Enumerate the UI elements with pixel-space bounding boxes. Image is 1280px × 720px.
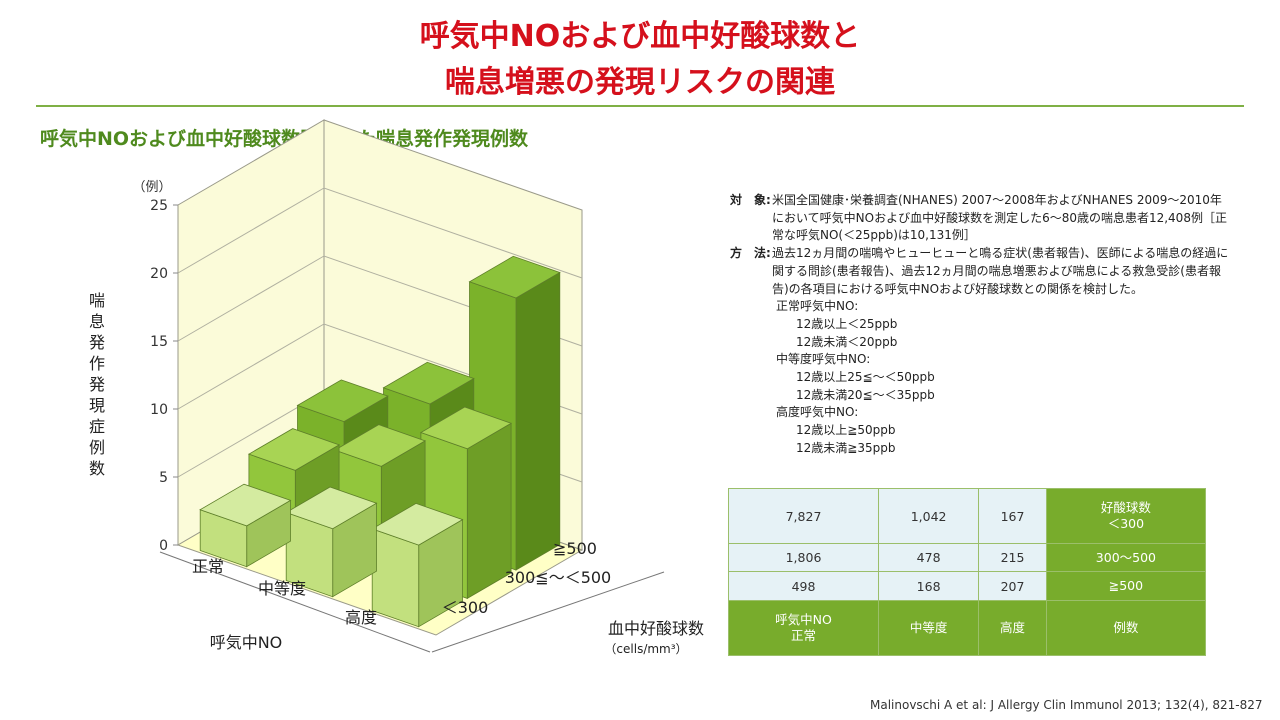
high-no-label: 高度呼気中NO: <box>776 405 859 420</box>
depth-tick-label: 300≦～＜500 <box>505 568 612 587</box>
method-text: 過去12ヵ月間の喘鳴やヒューヒューと鳴る症状(患者報告)、医師による喘息の経過に… <box>772 246 1229 296</box>
x-tick-label: 正常 <box>192 557 224 576</box>
row-header: ≧500 <box>1045 571 1207 601</box>
y-axis-title-char: 発 <box>89 375 105 394</box>
normal-no-item: 12歳未満＜20ppb <box>796 334 898 349</box>
normal-no-label: 正常呼気中NO: <box>776 299 859 314</box>
bar-top <box>468 255 561 299</box>
y-axis-title-char: 例 <box>89 438 105 457</box>
method-label: 方 法: <box>730 246 771 261</box>
y-tick-label: 15 <box>150 334 168 350</box>
chart-subtitle: 呼気中NOおよび血中好酸球数別にみた喘息発作発現例数 <box>40 128 529 150</box>
table-cell: 1,042 <box>878 487 980 545</box>
y-tick-label: 25 <box>150 198 168 214</box>
x-tick-label: 中等度 <box>258 579 306 598</box>
page-title: 呼気中NOおよび血中好酸球数と 喘息増悪の発現リスクの関連 <box>0 14 1280 106</box>
bar-top <box>296 379 389 423</box>
normal-no-item: 12歳以上＜25ppb <box>796 316 898 331</box>
column-header-line: 正常 <box>791 627 817 643</box>
x-tick-label: 高度 <box>345 608 377 627</box>
moderate-no-item: 12歳未満20≦～＜35ppb <box>796 387 935 402</box>
subject-label: 対 象: <box>730 193 771 207</box>
title-line-1: 呼気中NOおよび血中好酸球数と <box>419 19 861 54</box>
table-cell: 1,806 <box>727 543 880 573</box>
column-header-line: 呼気中NO <box>775 611 832 627</box>
table-row: 498 168 207 ≧500 <box>727 571 1207 601</box>
bar-top <box>382 361 475 405</box>
row-header-line: 好酸球数 <box>1100 500 1151 516</box>
y-axis-title-char: 数 <box>89 459 105 478</box>
table-row: 1,806 478 215 300～500 <box>727 543 1207 573</box>
bar-top <box>285 486 378 530</box>
high-no-item: 12歳以上≧50ppb <box>796 423 896 438</box>
y-tick-label: 20 <box>150 266 168 282</box>
gridline <box>177 187 583 279</box>
depth-axis-unit: （cells/mm³） <box>604 642 687 656</box>
bar-top <box>333 424 427 467</box>
column-header: 中等度 <box>878 599 980 657</box>
bar-side <box>515 271 561 571</box>
y-tick-label: 0 <box>159 538 168 554</box>
y-axis-title-char: 発 <box>89 333 105 352</box>
table-cell: 7,827 <box>727 487 880 545</box>
y-unit-label: （例） <box>132 180 171 195</box>
table-cell: 478 <box>878 543 980 573</box>
row-header: 好酸球数 ＜300 <box>1045 487 1207 545</box>
column-header: 呼気中NO 正常 <box>727 599 880 657</box>
column-header: 例数 <box>1045 599 1207 657</box>
x-axis-line <box>159 551 431 653</box>
table-cell: 167 <box>978 487 1047 545</box>
depth-axis-line <box>431 571 665 653</box>
bar-top <box>247 428 341 471</box>
high-no-item: 12歳未満≧35ppb <box>796 440 896 455</box>
table-cell: 498 <box>727 571 880 601</box>
y-tick-label: 10 <box>150 402 168 418</box>
table-cell: 207 <box>978 571 1047 601</box>
bar-top <box>371 502 464 546</box>
title-line-2: 喘息増悪の発現リスクの関連 <box>445 65 835 100</box>
title-divider <box>36 105 1244 107</box>
depth-axis-title: 血中好酸球数 <box>608 619 704 638</box>
patient-count-table: 7,827 1,042 167 好酸球数 ＜300 1,806 478 215 … <box>727 487 1207 657</box>
table-cell: 215 <box>978 543 1047 573</box>
y-axis-title-char: 息 <box>89 312 105 331</box>
citation: Malinovschi A et al: J Allergy Clin Immu… <box>870 698 1263 712</box>
y-tick-label: 5 <box>159 470 168 486</box>
row-header: 300～500 <box>1045 543 1207 573</box>
study-description: 対 象: 米国全国健康･栄養調査(NHANES) 2007～2008年およびNH… <box>730 192 1230 458</box>
y-axis-title-char: 作 <box>89 354 105 373</box>
moderate-no-item: 12歳以上25≦～＜50ppb <box>796 370 935 385</box>
row-header-line: ＜300 <box>1107 516 1145 532</box>
bar-top <box>419 406 513 450</box>
table-footer-row: 呼気中NO 正常 中等度 高度 例数 <box>727 599 1207 657</box>
moderate-no-label: 中等度呼気中NO: <box>776 352 871 367</box>
bar-top <box>199 483 292 527</box>
bar <box>371 528 420 628</box>
depth-tick-label: ≧500 <box>553 539 597 558</box>
depth-tick-label: ＜300 <box>442 598 489 617</box>
y-axis-title-char: 喘 <box>89 291 105 310</box>
x-axis-title: 呼気中NO <box>210 633 283 652</box>
y-axis-title-char: 症 <box>89 417 105 436</box>
bar-chart-3d: 0510152025（例）喘息発作発現症例数正常中等度高度呼気中NO＜30030… <box>89 119 704 656</box>
y-axis-title-char: 現 <box>89 396 105 415</box>
column-header: 高度 <box>978 599 1047 657</box>
table-cell: 168 <box>878 571 980 601</box>
subject-text: 米国全国健康･栄養調査(NHANES) 2007～2008年およびNHANES … <box>772 193 1227 243</box>
table-row: 7,827 1,042 167 好酸球数 ＜300 <box>727 487 1207 545</box>
